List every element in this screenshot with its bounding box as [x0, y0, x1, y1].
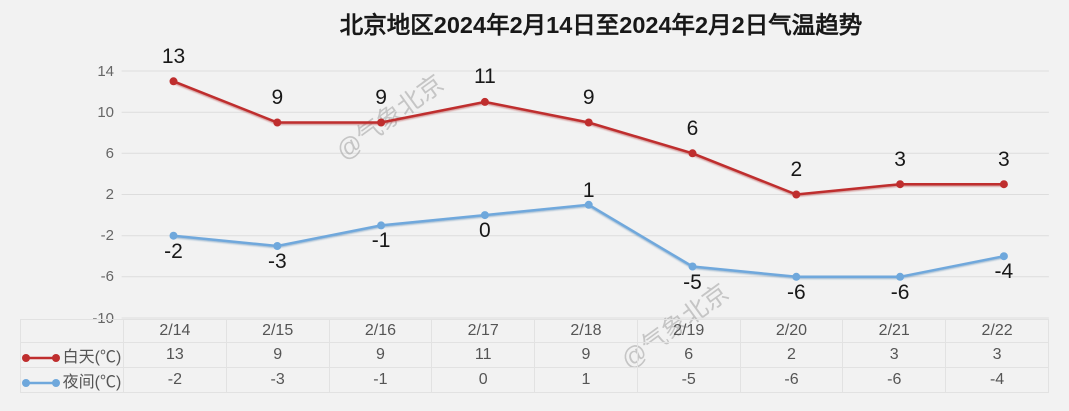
svg-text:-6: -6 — [101, 268, 114, 285]
svg-text:14: 14 — [97, 63, 114, 80]
svg-text:-3: -3 — [268, 250, 287, 273]
svg-text:2: 2 — [790, 158, 802, 181]
svg-text:1: 1 — [583, 179, 595, 202]
svg-text:北京地区2024年2月14日至2024年2月2日气温趋势: 北京地区2024年2月14日至2024年2月2日气温趋势 — [340, 11, 863, 38]
svg-text:11: 11 — [474, 65, 496, 88]
svg-text:9: 9 — [271, 86, 283, 109]
svg-text:2: 2 — [106, 186, 114, 203]
svg-text:10: 10 — [97, 104, 114, 121]
svg-text:3: 3 — [998, 148, 1010, 171]
svg-text:9: 9 — [583, 86, 595, 109]
svg-text:9: 9 — [375, 86, 387, 109]
svg-text:6: 6 — [106, 145, 114, 162]
svg-text:-2: -2 — [101, 227, 114, 244]
svg-text:-2: -2 — [164, 240, 183, 263]
svg-text:3: 3 — [894, 148, 906, 171]
svg-text:-5: -5 — [683, 271, 702, 294]
svg-text:6: 6 — [687, 117, 699, 140]
svg-text:13: 13 — [162, 45, 185, 68]
svg-text:0: 0 — [479, 219, 491, 242]
svg-text:-6: -6 — [787, 281, 806, 304]
svg-text:-1: -1 — [372, 229, 391, 252]
svg-text:-4: -4 — [995, 260, 1014, 283]
svg-text:-6: -6 — [891, 281, 910, 304]
